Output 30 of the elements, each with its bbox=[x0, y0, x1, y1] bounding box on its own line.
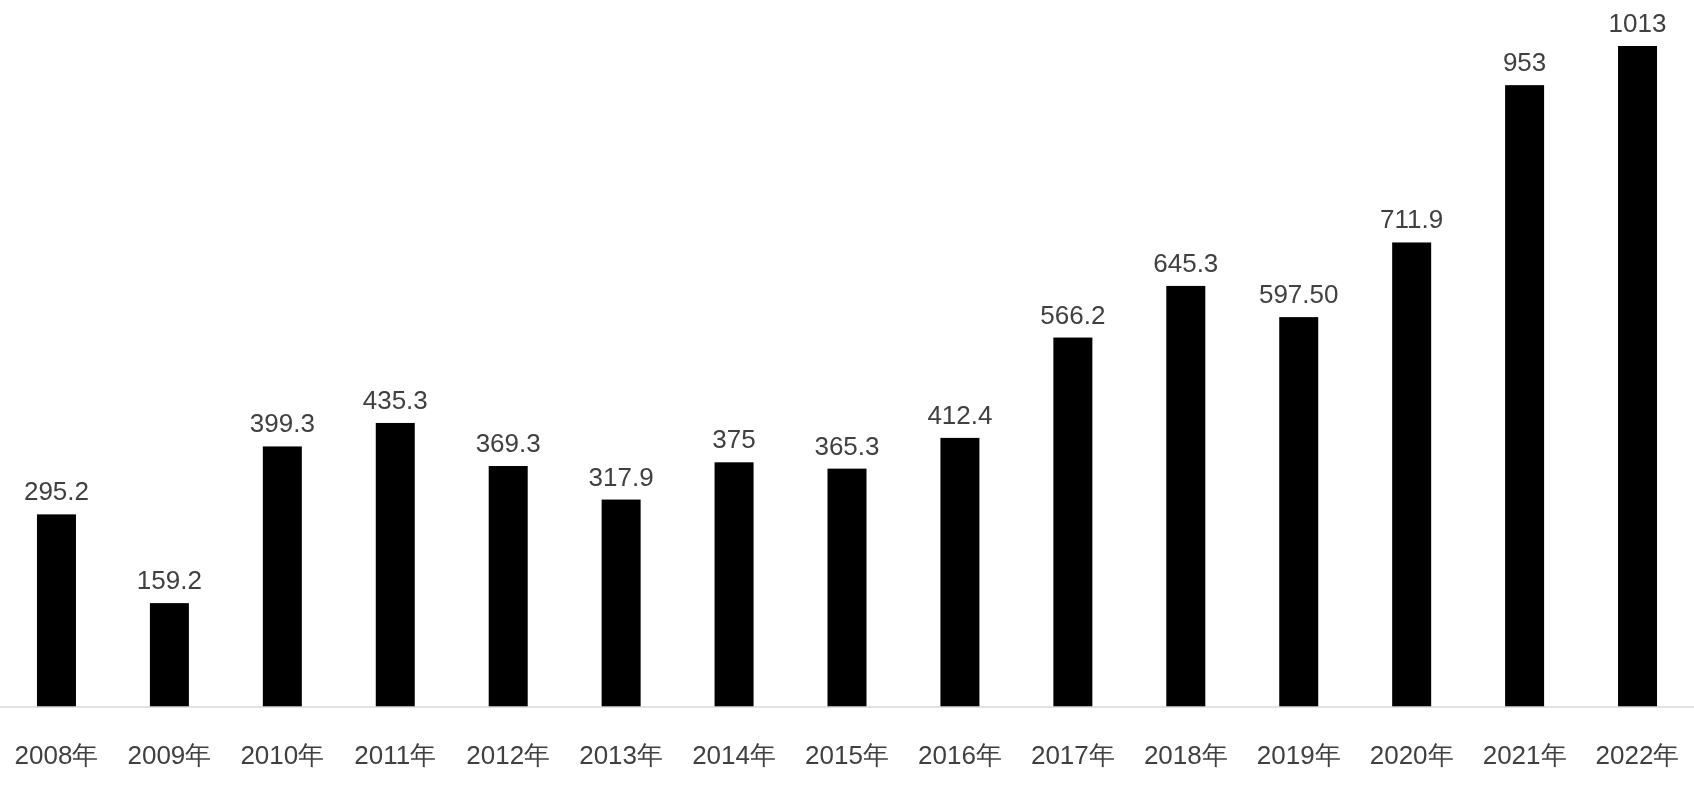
data-label: 317.9 bbox=[588, 461, 654, 492]
data-label: 711.9 bbox=[1380, 204, 1444, 235]
data-label: 369.3 bbox=[475, 428, 541, 459]
x-tick-label: 2019年 bbox=[1256, 740, 1341, 770]
x-tick-label: 2011年 bbox=[354, 740, 437, 770]
x-tick-label: 2008年 bbox=[14, 740, 99, 770]
x-tick-label: 2020年 bbox=[1369, 740, 1454, 770]
data-label: 399.3 bbox=[249, 408, 315, 439]
data-label: 566.2 bbox=[1040, 299, 1106, 330]
data-label: 365.3 bbox=[814, 430, 880, 461]
x-tick-label: 2017年 bbox=[1030, 740, 1115, 770]
data-label: 412.4 bbox=[927, 399, 993, 430]
x-tick-label: 2022年 bbox=[1595, 740, 1680, 770]
data-label: 1013 bbox=[1608, 8, 1667, 38]
x-tick-label: 2012年 bbox=[466, 740, 551, 770]
x-tick-label: 2021年 bbox=[1482, 740, 1567, 770]
x-tick-label: 2016年 bbox=[918, 740, 1002, 770]
data-label: 953 bbox=[1502, 47, 1547, 78]
data-label: 435.3 bbox=[362, 384, 428, 415]
x-tick-label: 2014年 bbox=[692, 740, 776, 770]
x-tick-label: 2009年 bbox=[127, 740, 212, 770]
data-label: 295.2 bbox=[23, 476, 90, 507]
x-tick-label: 2013年 bbox=[579, 740, 664, 770]
data-label: 375 bbox=[712, 424, 756, 455]
data-label: 645.3 bbox=[1153, 247, 1219, 278]
x-tick-label: 2018年 bbox=[1143, 740, 1228, 770]
data-label: 159.2 bbox=[136, 565, 202, 596]
x-tick-label: 2010年 bbox=[240, 740, 325, 770]
data-label: 597.50 bbox=[1258, 279, 1339, 310]
x-tick-label: 2015年 bbox=[805, 740, 889, 770]
